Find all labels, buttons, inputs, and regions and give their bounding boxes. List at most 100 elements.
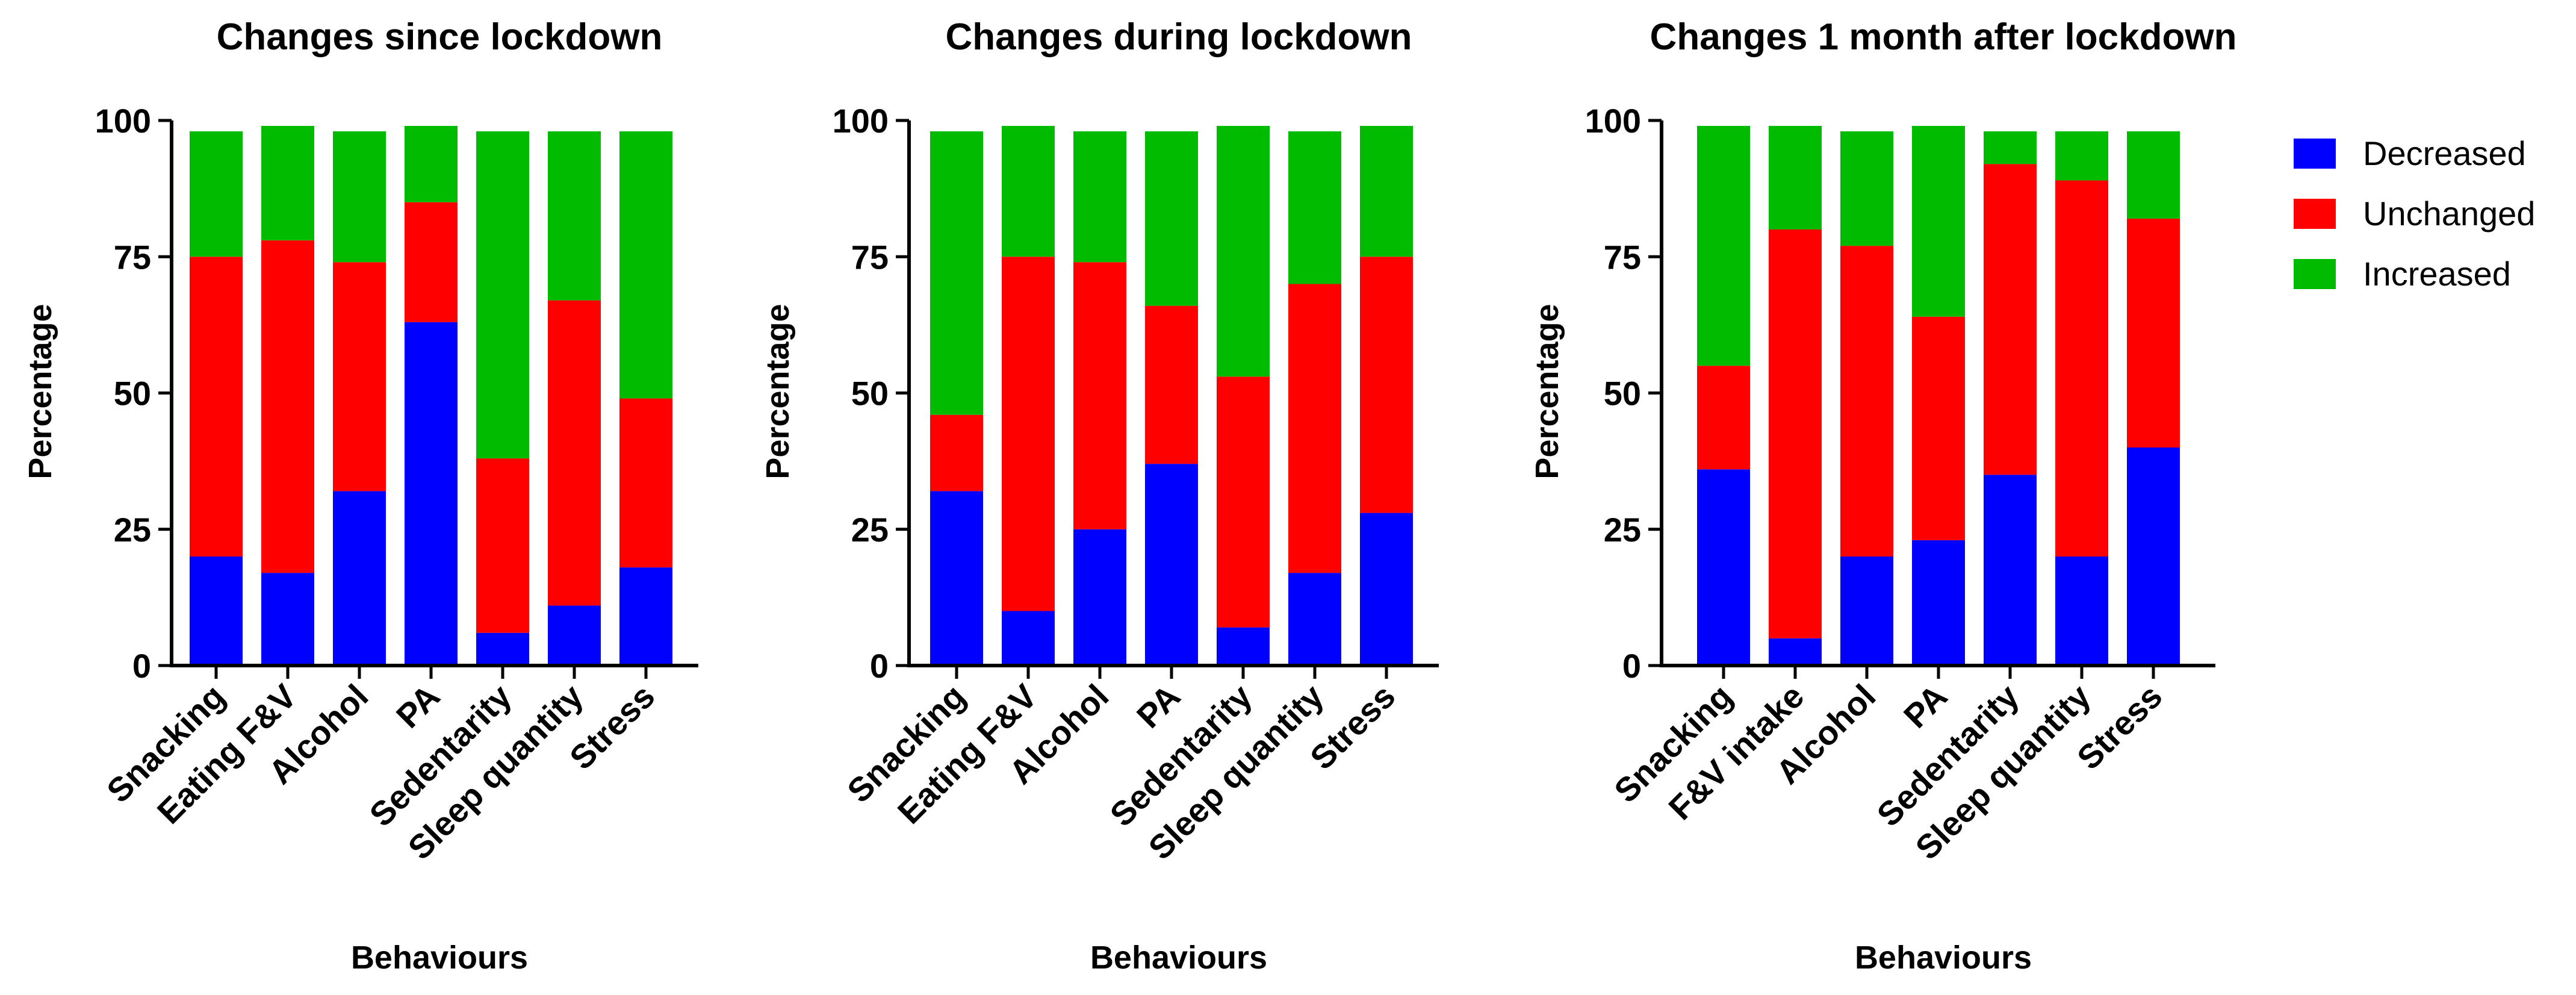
bar-increased-pa [1912, 126, 1965, 317]
bar-increased-snacking [930, 131, 983, 415]
bar-decreased-snacking [190, 557, 243, 666]
y-tick-label: 75 [1604, 238, 1641, 276]
legend-swatch-decreased [2294, 139, 2336, 169]
bar-unchanged-alcohol [1073, 262, 1126, 529]
bar-unchanged-eating-fandv [261, 240, 314, 573]
bar-decreased-pa [1912, 540, 1965, 666]
bar-decreased-sleep-quantity [548, 605, 601, 666]
y-axis-label: Percentage [22, 304, 58, 479]
bar-decreased-stress [2127, 448, 2180, 666]
bar-increased-eating-fandv [1002, 126, 1055, 257]
bar-decreased-sleep-quantity [2055, 557, 2108, 666]
chart-panel-2: Changes during lockdown Percentage Behav… [760, 16, 1439, 976]
bar-increased-stress [619, 131, 672, 399]
bar-unchanged-sleep-quantity [548, 300, 601, 606]
bar-unchanged-eating-fandv [1002, 257, 1055, 611]
bar-decreased-sleep-quantity [1288, 573, 1341, 666]
chart-title: Changes 1 month after lockdown [1650, 16, 2237, 58]
bar-increased-stress [1360, 126, 1413, 257]
legend-item-increased: Increased [2294, 255, 2511, 293]
bar-unchanged-pa [1912, 316, 1965, 540]
bar-unchanged-pa [1145, 305, 1198, 464]
legend-label-decreased: Decreased [2363, 134, 2526, 172]
bar-unchanged-stress [2127, 218, 2180, 448]
bar-decreased-sedentarity [1217, 627, 1270, 666]
x-axis-label: Behaviours [1855, 940, 2032, 976]
bar-increased-sleep-quantity [2055, 131, 2108, 181]
y-tick-label: 50 [114, 375, 151, 413]
y-tick-label: 100 [833, 102, 889, 140]
legend-item-unchanged: Unchanged [2294, 195, 2535, 232]
y-tick-label: 50 [1604, 375, 1641, 413]
bar-increased-sedentarity [476, 131, 529, 459]
legend-swatch-unchanged [2294, 199, 2336, 229]
legend-item-decreased: Decreased [2294, 134, 2526, 172]
bar-decreased-pa [1145, 464, 1198, 666]
y-tick-label: 50 [851, 375, 889, 413]
bar-decreased-eating-fandv [261, 573, 314, 666]
bar-unchanged-sedentarity [1217, 376, 1270, 628]
y-tick-label: 0 [1622, 647, 1641, 685]
chart-title: Changes since lockdown [217, 16, 663, 58]
y-tick-label: 25 [851, 511, 889, 549]
legend-label-increased: Increased [2363, 255, 2511, 293]
bar-decreased-sedentarity [476, 632, 529, 666]
bar-increased-stress [2127, 131, 2180, 219]
bar-decreased-pa [405, 322, 458, 666]
bar-unchanged-alcohol [1840, 246, 1893, 557]
y-tick-label: 25 [1604, 511, 1641, 549]
bar-decreased-snacking [930, 491, 983, 666]
legend-swatch-increased [2294, 259, 2336, 289]
bar-increased-pa [405, 126, 458, 202]
y-tick-label: 0 [870, 647, 889, 685]
bar-decreased-eating-fandv [1002, 611, 1055, 666]
bar-unchanged-sleep-quantity [1288, 284, 1341, 573]
bar-decreased-snacking [1697, 469, 1750, 666]
bar-unchanged-stress [619, 398, 672, 568]
bar-increased-sleep-quantity [548, 131, 601, 301]
bar-unchanged-sedentarity [1984, 164, 2037, 475]
bar-unchanged-sedentarity [476, 458, 529, 633]
bar-increased-snacking [1697, 126, 1750, 366]
x-tick-label-pa: PA [1896, 677, 1955, 735]
bar-decreased-alcohol [1073, 529, 1126, 666]
y-tick-label: 0 [132, 647, 151, 685]
bar-increased-sleep-quantity [1288, 131, 1341, 284]
bar-increased-alcohol [1840, 131, 1893, 246]
bar-unchanged-snacking [190, 257, 243, 557]
bar-increased-snacking [190, 131, 243, 257]
legend: Decreased Unchanged Increased [2294, 134, 2535, 293]
bar-unchanged-sleep-quantity [2055, 180, 2108, 557]
y-tick-label: 25 [114, 511, 151, 549]
bar-unchanged-stress [1360, 257, 1413, 513]
y-axis-label: Percentage [760, 304, 796, 479]
bar-increased-alcohol [1073, 131, 1126, 263]
y-axis-label: Percentage [1529, 304, 1565, 479]
x-tick-label-pa: PA [1129, 677, 1188, 735]
y-tick-label: 100 [1585, 102, 1641, 140]
bar-decreased-stress [619, 567, 672, 666]
bar-decreased-stress [1360, 513, 1413, 666]
x-tick-label-pa: PA [389, 677, 447, 735]
chart-panel-3: Changes 1 month after lockdown Percentag… [1529, 16, 2236, 976]
y-tick-label: 75 [851, 238, 889, 276]
x-axis-label: Behaviours [351, 940, 528, 976]
bar-increased-sedentarity [1984, 131, 2037, 164]
bar-increased-pa [1145, 131, 1198, 306]
bar-increased-fandv-intake [1769, 126, 1822, 229]
x-axis-label: Behaviours [1090, 940, 1267, 976]
bar-decreased-fandv-intake [1769, 638, 1822, 666]
y-tick-label: 75 [114, 238, 151, 276]
bar-unchanged-pa [405, 202, 458, 322]
bar-decreased-alcohol [1840, 557, 1893, 666]
bar-increased-alcohol [333, 131, 386, 263]
bar-unchanged-fandv-intake [1769, 229, 1822, 638]
y-tick-label: 100 [95, 102, 151, 140]
bar-unchanged-alcohol [333, 262, 386, 491]
bar-decreased-sedentarity [1984, 475, 2037, 666]
bar-unchanged-snacking [930, 414, 983, 491]
bar-unchanged-snacking [1697, 366, 1750, 470]
bar-increased-eating-fandv [261, 126, 314, 241]
bar-increased-sedentarity [1217, 126, 1270, 377]
